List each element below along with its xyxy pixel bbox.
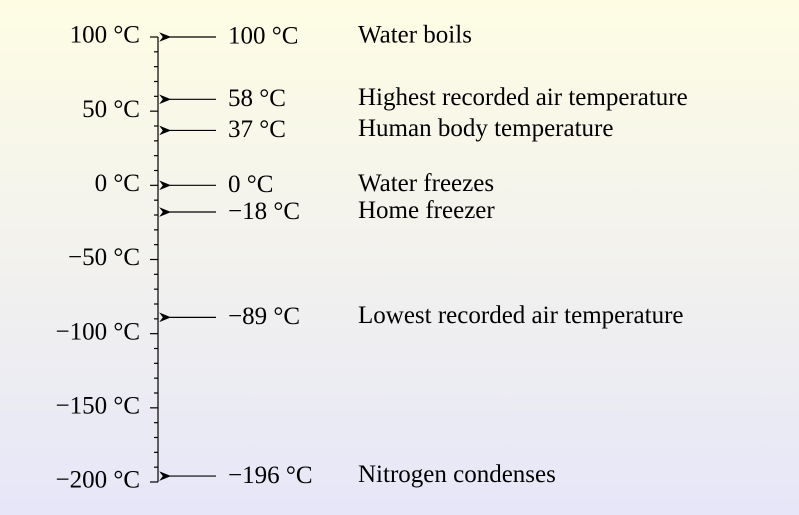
tick-label: −100 °C [55, 318, 140, 345]
marker-label: −89 °C [228, 303, 300, 330]
tick-label: 50 °C [82, 96, 140, 123]
marker-description: Highest recorded air temperature [358, 84, 688, 111]
marker-description: Water freezes [358, 170, 494, 197]
marker-label: −18 °C [228, 198, 300, 225]
tick-label: −200 °C [55, 467, 140, 494]
marker-description: Nitrogen condenses [358, 461, 556, 488]
marker-description: Human body temperature [358, 115, 613, 142]
marker-description: Home freezer [358, 197, 495, 224]
marker-label: 37 °C [228, 116, 286, 143]
tick-label: 100 °C [70, 22, 140, 49]
marker-label: 100 °C [228, 23, 298, 50]
tick-label: 0 °C [95, 170, 140, 197]
marker-label: 0 °C [228, 171, 273, 198]
tick-label: −150 °C [55, 393, 140, 420]
marker-label: −196 °C [228, 462, 313, 489]
marker-label: 58 °C [228, 85, 286, 112]
marker-description: Lowest recorded air temperature [358, 302, 684, 329]
marker-description: Water boils [358, 22, 472, 49]
tick-label: −50 °C [68, 244, 140, 271]
